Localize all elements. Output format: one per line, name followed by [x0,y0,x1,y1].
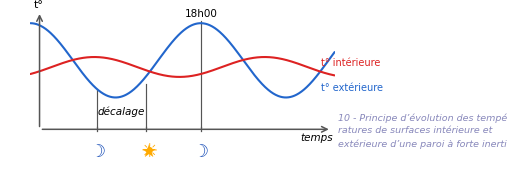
Text: 18h00: 18h00 [185,9,217,19]
Text: t° intérieure: t° intérieure [321,58,380,68]
Text: t°: t° [33,0,43,10]
Text: temps: temps [301,133,333,143]
Text: ★: ★ [141,143,157,161]
Text: 10 - Principe d’évolution des tempé-
ratures de surfaces intérieure et
extérieur: 10 - Principe d’évolution des tempé- rat… [338,113,507,149]
Text: décalage: décalage [98,107,146,117]
Text: ☀: ☀ [140,142,158,161]
Text: ☽: ☽ [193,143,209,161]
Text: t° extérieure: t° extérieure [321,83,383,93]
Text: ☽: ☽ [89,143,105,161]
